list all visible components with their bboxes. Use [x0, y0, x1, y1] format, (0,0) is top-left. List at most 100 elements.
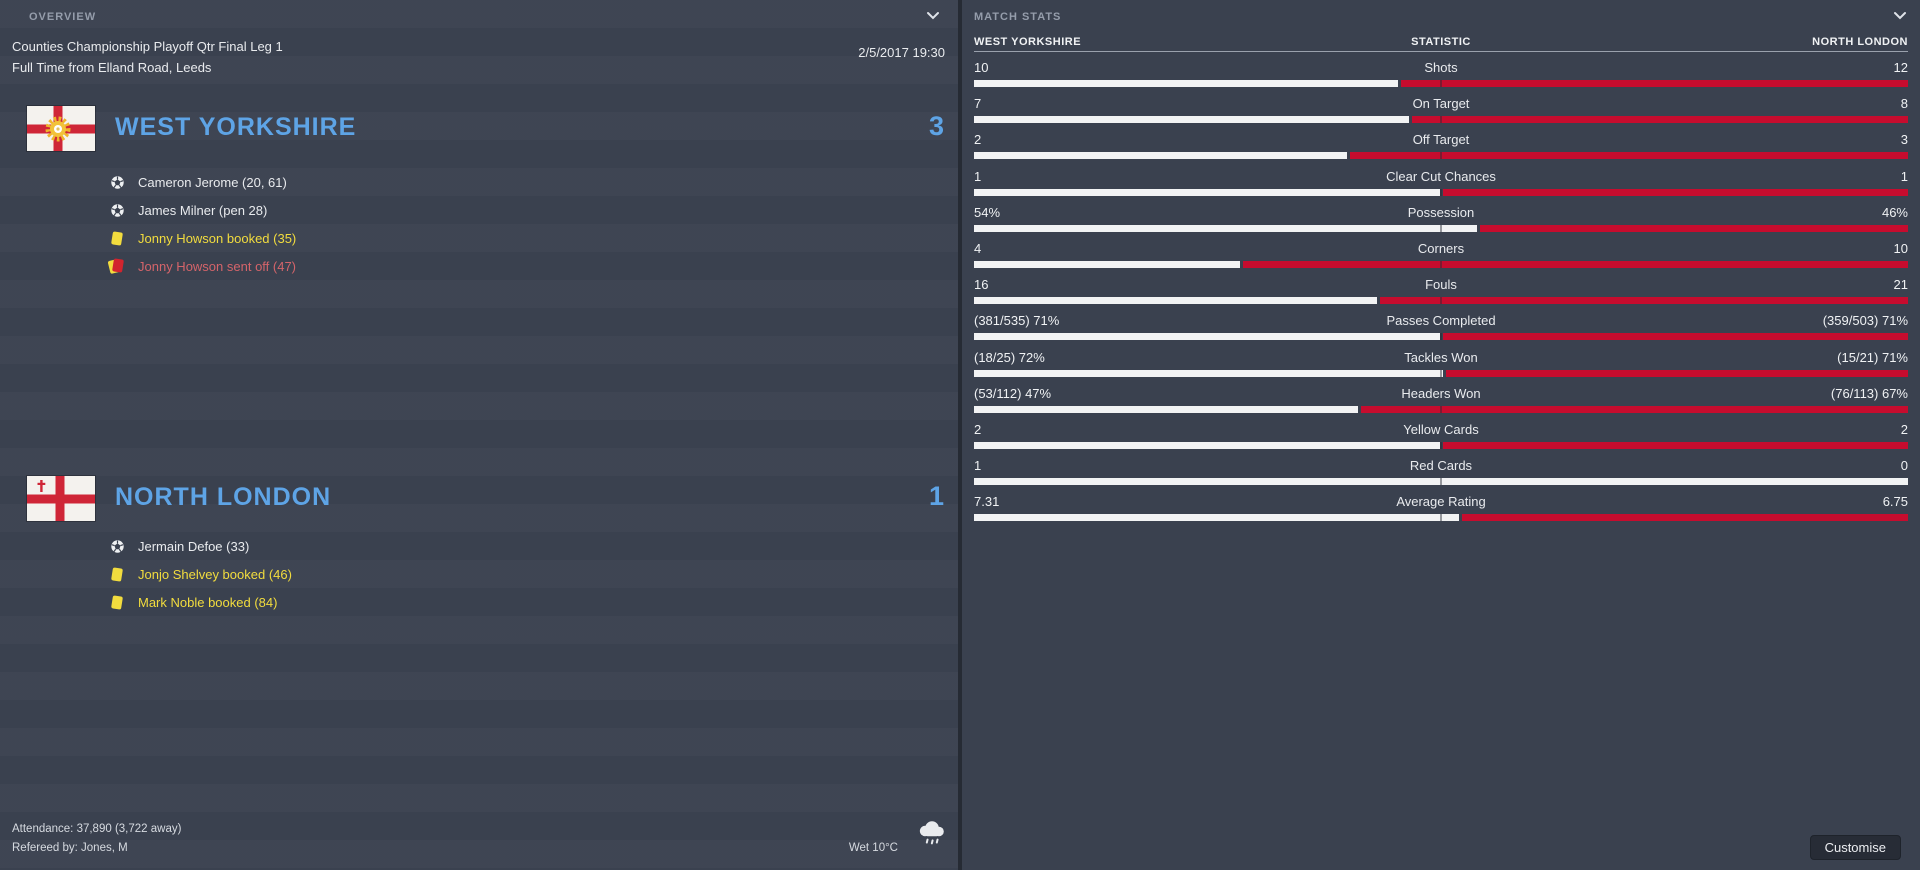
red-card-icon [107, 257, 126, 274]
stat-home-value: 16 [974, 277, 989, 293]
stat-home-value: (381/535) 71% [974, 313, 1060, 329]
away-team-name[interactable]: NORTH LONDON [115, 483, 332, 511]
stat-home-value: 1 [974, 458, 982, 474]
home-team-events: Cameron Jerome (20, 61) James Milner (pen… [0, 168, 958, 280]
stat-label: Clear Cut Chances [1386, 168, 1496, 184]
stat-row: Passes Completed (381/535) 71% (359/503) 7… [974, 306, 1908, 342]
event-row[interactable]: Jonny Howson sent off (47) [0, 252, 958, 280]
stats-header-statistic: STATISTIC [1411, 36, 1471, 48]
event-label: Jonny Howson booked (35) [138, 230, 297, 246]
overview-panel: OVERVIEW Counties Championship Playoff Q… [0, 0, 958, 870]
match-stats-panel-title: MATCH STATS [974, 11, 1062, 23]
stat-home-value: 7 [974, 96, 982, 112]
stat-comparison-bar [974, 333, 1908, 341]
event-label: Mark Noble booked (84) [138, 594, 278, 610]
stats-header-away-team: NORTH LONDON [1812, 36, 1908, 48]
event-row[interactable]: Jermain Defoe (33) [0, 532, 958, 560]
event-row[interactable]: Mark Noble booked (84) [0, 588, 958, 616]
stat-away-value: 0 [1900, 458, 1908, 474]
stat-comparison-bar [974, 478, 1908, 486]
stat-row: Headers Won (53/112) 47% (76/113) 67% [974, 379, 1908, 415]
goal-icon [108, 175, 126, 189]
stat-home-value: 2 [974, 421, 982, 437]
stat-home-value: 1 [974, 168, 982, 184]
overview-panel-title: OVERVIEW [29, 11, 97, 23]
away-team-events: Jermain Defoe (33) Jonjo Shelvey booked (… [0, 532, 958, 616]
stat-away-value: (15/21) 71% [1837, 349, 1908, 365]
stat-comparison-bar [974, 188, 1908, 196]
event-row[interactable]: James Milner (pen 28) [0, 196, 958, 224]
match-stats-collapse-chevron-down-icon[interactable] [1893, 11, 1907, 20]
event-row[interactable]: Jonjo Shelvey booked (46) [0, 560, 958, 588]
stat-away-value: 3 [1900, 132, 1908, 148]
attendance-text: Attendance: 37,890 (3,722 away) [12, 823, 182, 835]
stat-away-value: 2 [1900, 421, 1908, 437]
stat-comparison-bar [974, 297, 1908, 305]
event-label: Jonny Howson sent off (47) [138, 258, 297, 274]
stat-comparison-bar [974, 405, 1908, 413]
stat-row: Shots 10 12 [974, 53, 1908, 89]
stat-away-value: 1 [1900, 168, 1908, 184]
stat-row: Clear Cut Chances 1 1 [974, 162, 1908, 198]
stat-away-value: 8 [1900, 96, 1908, 112]
match-datetime: 2/5/2017 19:30 [858, 45, 945, 60]
north-london-flag-icon [26, 475, 96, 522]
stat-label: Yellow Cards [1403, 421, 1479, 437]
stat-row: Average Rating 7.31 6.75 [974, 487, 1908, 523]
event-row[interactable]: Jonny Howson booked (35) [0, 224, 958, 252]
stat-row: Tackles Won (18/25) 72% (15/21) 71% [974, 343, 1908, 379]
away-team-score: 1 [928, 481, 944, 511]
stat-label: Possession [1407, 204, 1475, 220]
yellow-card-icon [108, 566, 126, 582]
home-team-score: 3 [928, 111, 944, 141]
goal-icon [108, 203, 126, 217]
west-yorkshire-flag-icon [26, 105, 96, 152]
goal-icon [108, 539, 126, 553]
away-team-row: NORTH LONDON 1 [0, 475, 958, 522]
stat-row: Red Cards 1 0 [974, 451, 1908, 487]
event-label: James Milner (pen 28) [138, 202, 268, 218]
match-status-line: Full Time from Elland Road, Leeds [12, 60, 212, 75]
rain-cloud-icon [914, 818, 948, 846]
event-row[interactable]: Cameron Jerome (20, 61) [0, 168, 958, 196]
stat-home-value: 7.31 [974, 494, 1000, 510]
match-stats-panel: MATCH STATS WEST YORKSHIRE STATISTIC NOR… [962, 0, 1920, 870]
referee-text: Refereed by: Jones, M [12, 842, 128, 854]
stat-row: Off Target 2 3 [974, 125, 1908, 161]
stat-home-value: (53/112) 47% [974, 385, 1052, 401]
stat-label: Headers Won [1401, 385, 1481, 401]
stat-comparison-bar [974, 80, 1908, 87]
stat-label: Corners [1417, 240, 1465, 256]
stat-comparison-bar [974, 441, 1908, 449]
stat-comparison-bar [974, 260, 1908, 268]
stat-label: Average Rating [1396, 494, 1486, 510]
home-team-row: WEST YORKSHIRE 3 [0, 105, 958, 152]
stat-away-value: 12 [1893, 60, 1908, 75]
stat-home-value: (18/25) 72% [974, 349, 1045, 365]
stat-row: On Target 7 8 [974, 89, 1908, 125]
stat-away-value: (359/503) 71% [1822, 313, 1908, 329]
stat-label: Off Target [1412, 132, 1470, 148]
stat-label: Red Cards [1409, 458, 1473, 474]
stat-row: Corners 4 10 [974, 234, 1908, 270]
stat-away-value: 46% [1881, 204, 1908, 220]
stats-table-header: WEST YORKSHIRE STATISTIC NORTH LONDON [974, 36, 1908, 52]
stat-home-value: 4 [974, 240, 982, 256]
stat-home-value: 2 [974, 132, 982, 148]
stat-home-value: 10 [974, 60, 989, 75]
stat-comparison-bar [974, 369, 1908, 377]
home-team-name[interactable]: WEST YORKSHIRE [115, 113, 357, 141]
event-label: Cameron Jerome (20, 61) [138, 174, 287, 190]
stat-comparison-bar [974, 224, 1908, 232]
stat-away-value: 10 [1893, 240, 1908, 256]
stat-comparison-bar [974, 514, 1908, 522]
stat-label: Fouls [1425, 277, 1457, 293]
yellow-card-icon [108, 230, 126, 246]
stat-comparison-bar [974, 152, 1908, 160]
event-label: Jermain Defoe (33) [138, 538, 250, 554]
stat-label: Passes Completed [1386, 313, 1496, 329]
overview-collapse-chevron-down-icon[interactable] [926, 11, 940, 20]
stats-header-home-team: WEST YORKSHIRE [974, 36, 1082, 48]
customise-button[interactable]: Customise [1809, 835, 1901, 860]
